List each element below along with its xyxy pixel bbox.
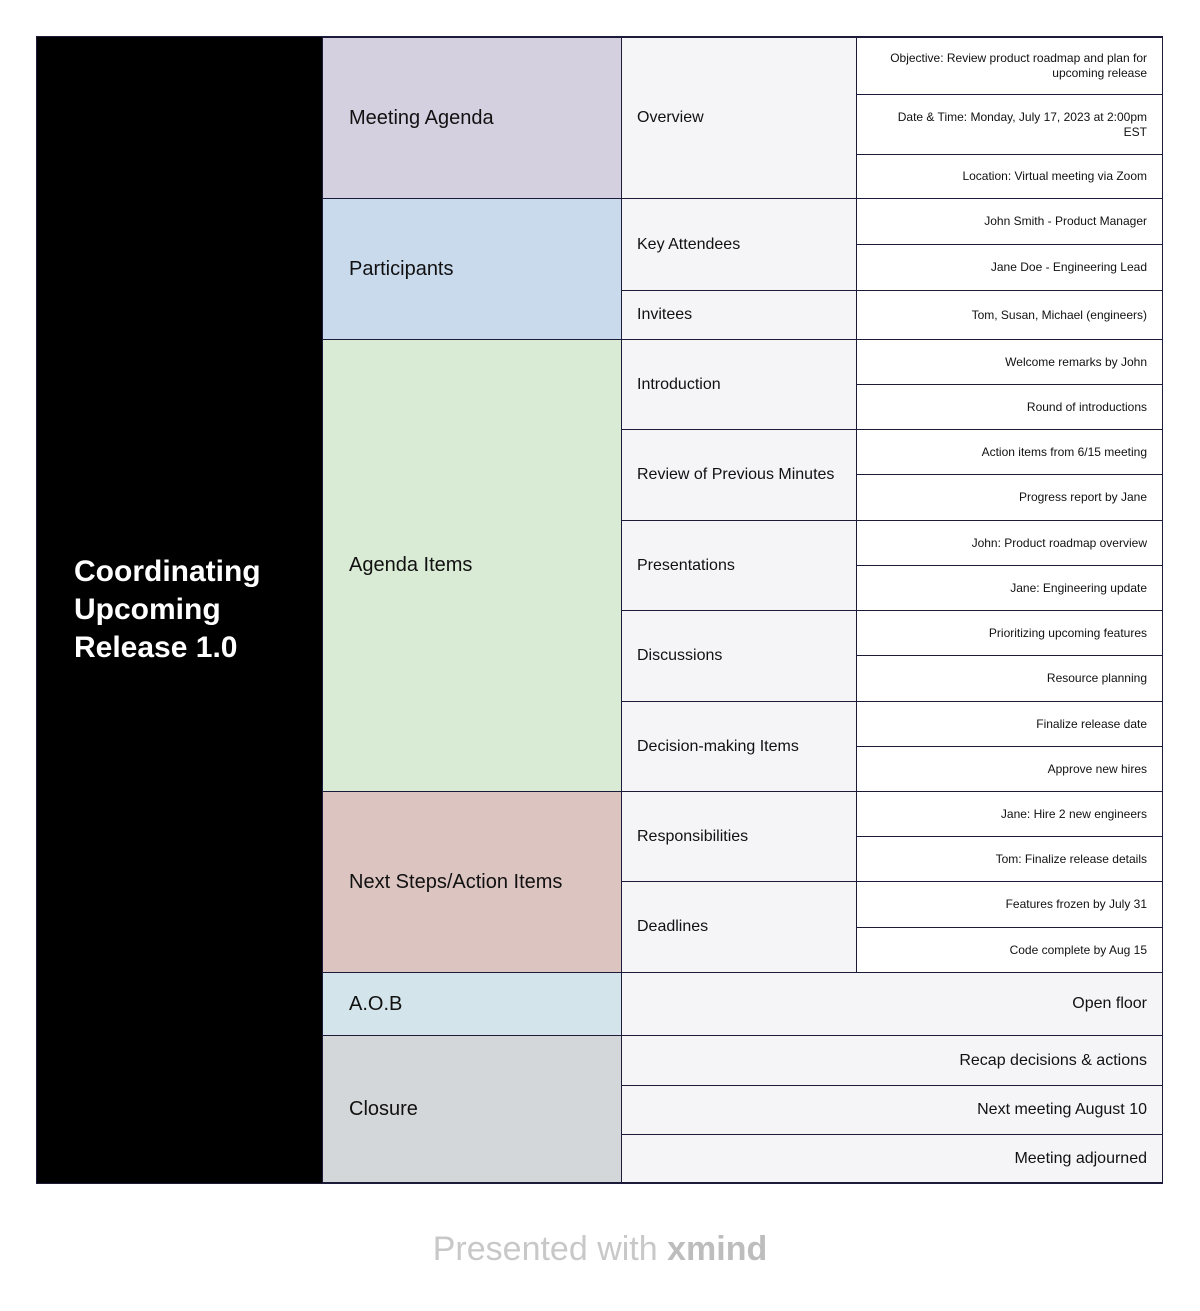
leaf-topic[interactable]: Code complete by Aug 15 bbox=[856, 927, 1163, 973]
subtopic-closure-item[interactable]: Recap decisions & actions bbox=[621, 1035, 1163, 1086]
footer-prefix: Presented with bbox=[432, 1230, 658, 1268]
leaf-topic[interactable]: Objective: Review product roadmap and pl… bbox=[856, 37, 1163, 95]
leaf-label: John Smith - Product Manager bbox=[984, 214, 1147, 228]
subtopic-closure-item[interactable]: Next meeting August 10 bbox=[621, 1085, 1163, 1135]
leaf-topic[interactable]: Tom: Finalize release details bbox=[856, 836, 1163, 882]
topic-meeting-agenda[interactable]: Meeting Agenda bbox=[322, 37, 622, 199]
topic-aob[interactable]: A.O.B bbox=[322, 972, 622, 1036]
subtopic-label: Review of Previous Minutes bbox=[637, 466, 835, 483]
leaf-label: Prioritizing upcoming features bbox=[988, 625, 1147, 640]
subtopic-discussions[interactable]: Discussions bbox=[621, 610, 857, 702]
subtopic-deadlines[interactable]: Deadlines bbox=[621, 881, 857, 973]
subtopic-label: Recap decisions & actions bbox=[959, 1051, 1147, 1069]
subtopic-responsibilities[interactable]: Responsibilities bbox=[621, 791, 857, 882]
subtopic-decisions[interactable]: Decision-making Items bbox=[621, 701, 857, 792]
leaf-topic[interactable]: Resource planning bbox=[856, 655, 1163, 702]
footer-watermark: Presented with xmind bbox=[0, 1230, 1200, 1269]
subtopic-review[interactable]: Review of Previous Minutes bbox=[621, 429, 857, 521]
leaf-topic[interactable]: Finalize release date bbox=[856, 701, 1163, 747]
leaf-topic[interactable]: John: Product roadmap overview bbox=[856, 520, 1163, 566]
topic-closure[interactable]: Closure bbox=[322, 1035, 622, 1183]
leaf-topic[interactable]: Progress report by Jane bbox=[856, 474, 1163, 521]
leaf-label: Jane: Engineering update bbox=[1010, 580, 1147, 595]
leaf-topic[interactable]: Prioritizing upcoming features bbox=[856, 610, 1163, 656]
subtopic-label: Next meeting August 10 bbox=[977, 1101, 1147, 1118]
leaf-label: Resource planning bbox=[1046, 671, 1147, 685]
leaf-label: Location: Virtual meeting via Zoom bbox=[962, 169, 1147, 183]
leaf-label: Progress report by Jane bbox=[1018, 490, 1147, 504]
subtopic-key-attendees[interactable]: Key Attendees bbox=[621, 198, 857, 291]
leaf-label: Date & Time: Monday, July 17, 2023 at 2:… bbox=[897, 109, 1147, 139]
subtopic-closure-item[interactable]: Meeting adjourned bbox=[621, 1134, 1163, 1183]
leaf-topic[interactable]: Approve new hires bbox=[856, 746, 1163, 792]
topic-label: Agenda Items bbox=[349, 554, 473, 576]
topic-label: Meeting Agenda bbox=[349, 106, 494, 129]
leaf-label: John: Product roadmap overview bbox=[971, 535, 1147, 550]
subtopic-presentations[interactable]: Presentations bbox=[621, 520, 857, 611]
subtopic-label: Decision-making Items bbox=[637, 737, 799, 755]
leaf-label: Finalize release date bbox=[1036, 716, 1147, 731]
topic-agenda-items[interactable]: Agenda Items bbox=[322, 339, 622, 792]
leaf-label: Jane: Hire 2 new engineers bbox=[1000, 806, 1147, 821]
subtopic-overview[interactable]: Overview bbox=[621, 37, 857, 199]
leaf-label: Approve new hires bbox=[1047, 761, 1147, 776]
topic-participants[interactable]: Participants bbox=[322, 198, 622, 340]
leaf-topic[interactable]: Date & Time: Monday, July 17, 2023 at 2:… bbox=[856, 94, 1163, 155]
leaf-topic[interactable]: Round of introductions bbox=[856, 384, 1163, 430]
leaf-topic[interactable]: John Smith - Product Manager bbox=[856, 198, 1163, 245]
leaf-topic[interactable]: Jane Doe - Engineering Lead bbox=[856, 244, 1163, 291]
leaf-topic[interactable]: Welcome remarks by John bbox=[856, 339, 1163, 385]
subtopic-label: Presentations bbox=[637, 556, 735, 574]
leaf-topic[interactable]: Tom, Susan, Michael (engineers) bbox=[856, 290, 1163, 340]
leaf-topic[interactable]: Action items from 6/15 meeting bbox=[856, 429, 1163, 475]
subtopic-open-floor[interactable]: Open floor bbox=[621, 972, 1163, 1036]
subtopic-invitees[interactable]: Invitees bbox=[621, 290, 857, 340]
subtopic-label: Deadlines bbox=[637, 918, 709, 935]
root-topic-label: Coordinating Upcoming Release 1.0 bbox=[74, 555, 261, 664]
leaf-topic[interactable]: Jane: Engineering update bbox=[856, 565, 1163, 611]
subtopic-label: Open floor bbox=[1072, 995, 1147, 1012]
leaf-label: Tom, Susan, Michael (engineers) bbox=[971, 307, 1147, 322]
root-topic[interactable]: Coordinating Upcoming Release 1.0 bbox=[37, 37, 322, 1183]
subtopic-label: Meeting adjourned bbox=[1014, 1149, 1147, 1167]
leaf-label: Code complete by Aug 15 bbox=[1009, 942, 1147, 957]
leaf-topic[interactable]: Features frozen by July 31 bbox=[856, 881, 1163, 928]
leaf-label: Tom: Finalize release details bbox=[995, 851, 1147, 866]
leaf-topic[interactable]: Location: Virtual meeting via Zoom bbox=[856, 154, 1163, 199]
subtopic-label: Introduction bbox=[637, 375, 721, 393]
subtopic-introduction[interactable]: Introduction bbox=[621, 339, 857, 430]
subtopic-label: Key Attendees bbox=[637, 235, 741, 253]
topic-label: Closure bbox=[349, 1097, 418, 1120]
topic-next-steps[interactable]: Next Steps/Action Items bbox=[322, 791, 622, 973]
leaf-label: Features frozen by July 31 bbox=[1005, 897, 1147, 911]
subtopic-label: Discussions bbox=[637, 647, 723, 664]
leaf-label: Jane Doe - Engineering Lead bbox=[990, 260, 1147, 274]
leaf-label: Action items from 6/15 meeting bbox=[981, 444, 1147, 459]
subtopic-label: Responsibilities bbox=[637, 827, 749, 845]
leaf-topic[interactable]: Jane: Hire 2 new engineers bbox=[856, 791, 1163, 837]
leaf-label: Round of introductions bbox=[1026, 399, 1147, 414]
footer-brand-logo: xmind bbox=[667, 1230, 768, 1268]
topic-label: Participants bbox=[349, 257, 454, 280]
subtopic-label: Overview bbox=[637, 109, 704, 126]
topic-label: Next Steps/Action Items bbox=[349, 870, 563, 893]
topic-label: A.O.B bbox=[349, 992, 403, 1015]
subtopic-label: Invitees bbox=[637, 306, 693, 323]
leaf-label: Welcome remarks by John bbox=[1005, 354, 1147, 369]
leaf-label: Objective: Review product roadmap and pl… bbox=[890, 51, 1147, 80]
